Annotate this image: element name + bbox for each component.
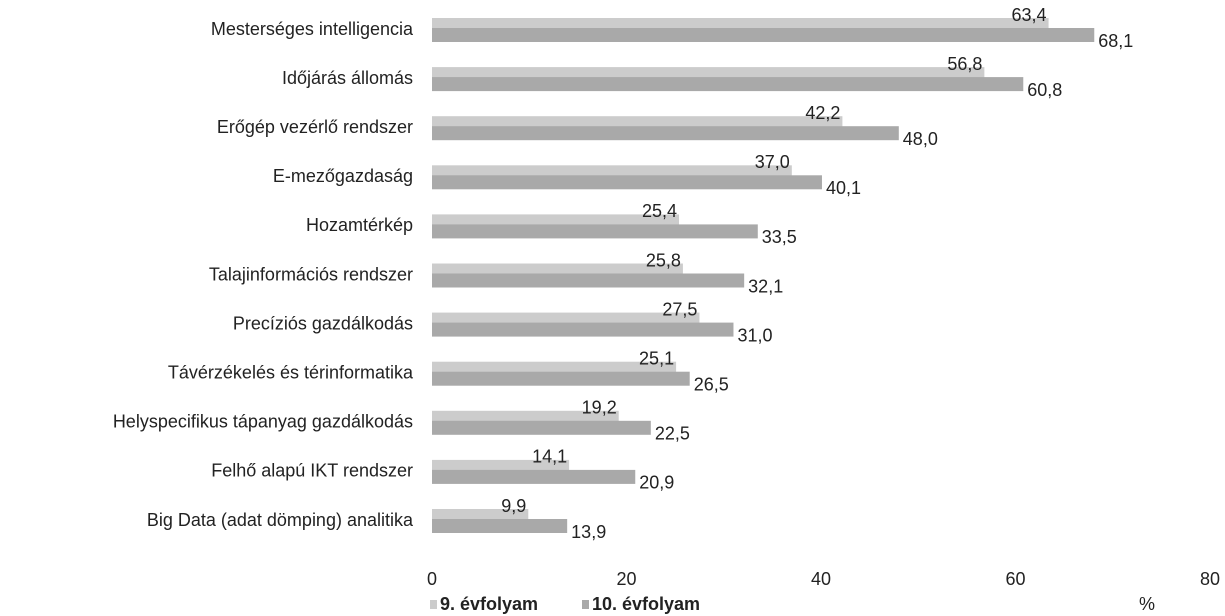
value-label: 48,0 [903,129,938,149]
x-tick-label: 20 [616,569,636,589]
value-label: 25,4 [642,201,677,221]
bar [432,175,822,190]
category-label: Időjárás állomás [282,68,413,88]
value-label: 31,0 [737,325,772,345]
bar [432,126,899,141]
value-label: 22,5 [655,424,690,444]
value-label: 20,9 [639,473,674,493]
category-label: Hozamtérkép [306,215,413,235]
value-label: 40,1 [826,178,861,198]
bar [432,77,1024,92]
value-label: 32,1 [748,276,783,296]
x-tick-label: 0 [427,569,437,589]
value-label: 63,4 [1012,5,1047,25]
bar [432,28,1095,42]
bar [432,273,745,288]
value-label: 9,9 [501,496,526,516]
category-label: Távérzékelés és térinformatika [168,362,414,382]
bar [432,519,568,533]
x-tick-label: 40 [811,569,831,589]
bar [432,420,651,435]
bar [432,322,734,337]
category-label: Talajinformációs rendszer [209,264,413,284]
value-label: 68,1 [1098,31,1133,51]
bar [432,224,758,239]
legend-swatch [430,600,437,609]
value-label: 25,8 [646,250,681,270]
category-label: Big Data (adat dömping) analitika [147,510,414,530]
value-label: 60,8 [1027,80,1062,100]
value-label: 27,5 [662,299,697,319]
legend-label: 9. évfolyam [440,594,538,614]
value-label: 14,1 [532,447,567,467]
bar [432,469,636,484]
legend-swatch [582,600,589,609]
value-label: 25,1 [639,348,674,368]
value-label: 42,2 [805,103,840,123]
category-label: Erőgép vezérlő rendszer [217,117,413,137]
x-tick-label: 60 [1005,569,1025,589]
category-label: Helyspecifikus tápanyag gazdálkodás [113,412,413,432]
value-label: 33,5 [762,227,797,247]
category-label: E-mezőgazdaság [273,166,413,186]
x-tick-label: 80 [1200,569,1220,589]
category-label: Felhő alapú IKT rendszer [211,461,413,481]
category-label: Mesterséges intelligencia [211,19,414,39]
category-label: Precíziós gazdálkodás [233,313,413,333]
x-axis-label: % [1139,594,1155,614]
value-label: 26,5 [694,374,729,394]
value-label: 19,2 [582,398,617,418]
value-label: 56,8 [947,54,982,74]
value-label: 37,0 [755,152,790,172]
bar [432,371,690,386]
legend-label: 10. évfolyam [592,594,700,614]
value-label: 13,9 [571,522,606,542]
